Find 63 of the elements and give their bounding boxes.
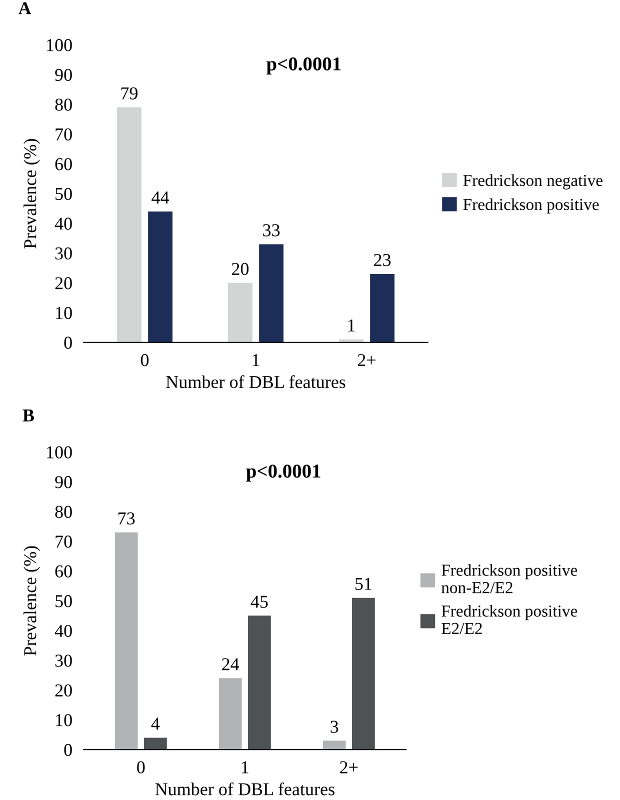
data-label: 45: [250, 596, 268, 608]
bar: [148, 211, 172, 342]
data-label: 1: [348, 319, 355, 332]
chart-title: A: [18, 2, 32, 14]
y-tick-label: 20: [55, 277, 72, 290]
bar: [228, 282, 252, 342]
y-tick-label: 90: [55, 68, 72, 81]
x-tick-label: 1: [242, 761, 248, 774]
y-tick-label: 0: [64, 744, 72, 756]
bar: [114, 532, 138, 750]
y-tick-label: 100: [47, 446, 72, 458]
bar: [248, 616, 271, 750]
data-label: 3: [330, 720, 338, 733]
annotation: p<0.0001: [266, 57, 341, 74]
y-tick-label: 40: [54, 218, 72, 230]
data-label: 44: [152, 192, 170, 204]
x-axis-title: Number of DBL features: [166, 375, 346, 388]
y-tick-label: 0: [64, 336, 72, 349]
y-tick-label: 50: [56, 188, 72, 200]
y-tick-label: 50: [56, 595, 72, 608]
y-tick-label: 20: [55, 684, 72, 697]
legend-label: Fredrickson positive E2/E2: [442, 604, 578, 634]
y-tick-label: 80: [55, 506, 72, 518]
y-tick-label: 30: [55, 247, 72, 260]
y-tick-label: 80: [55, 98, 72, 111]
y-tick-label: 70: [56, 536, 72, 548]
chart-title: B: [22, 410, 34, 422]
x-tick-label: 1: [252, 354, 260, 366]
y-tick-label: 10: [56, 714, 72, 726]
bar: [352, 598, 375, 750]
y-tick-label: 60: [55, 565, 72, 578]
legend-label: Fredrickson positive non-E2/E2: [441, 564, 578, 594]
data-label: 4: [151, 718, 160, 730]
x-tick-label: 0: [137, 761, 145, 774]
bar: [144, 738, 167, 750]
data-label: 20: [232, 262, 249, 276]
bar: [117, 107, 142, 342]
y-tick-label: 70: [56, 128, 72, 141]
y-tick-label: 60: [55, 158, 72, 170]
data-label: 23: [374, 254, 391, 266]
annotation: p<0.0001: [246, 464, 320, 482]
x-tick-label: 0: [140, 354, 149, 366]
data-label: 51: [355, 578, 372, 590]
data-label: 73: [118, 512, 135, 525]
y-axis-title: Prevalence (%): [24, 139, 40, 248]
data-label: 24: [222, 658, 240, 670]
data-label: 33: [263, 224, 280, 236]
y-tick-label: 30: [55, 654, 72, 667]
data-label: 79: [121, 87, 138, 100]
x-tick-label: 2+: [340, 761, 358, 774]
bar: [218, 678, 242, 750]
bar: [322, 740, 346, 750]
legend-label: Fredrickson negative: [463, 174, 602, 190]
y-tick-label: 100: [47, 39, 72, 52]
x-axis-title: Number of DBL features: [155, 782, 334, 796]
y-tick-label: 40: [54, 624, 72, 637]
y-tick-label: 90: [55, 476, 72, 488]
y-tick-label: 10: [56, 306, 72, 320]
y-axis-title: Prevalence (%): [24, 546, 40, 656]
bar: [259, 244, 284, 342]
x-tick-label: 2+: [358, 354, 376, 366]
bar: [370, 274, 394, 342]
legend-label: Fredrickson positive: [463, 198, 599, 214]
